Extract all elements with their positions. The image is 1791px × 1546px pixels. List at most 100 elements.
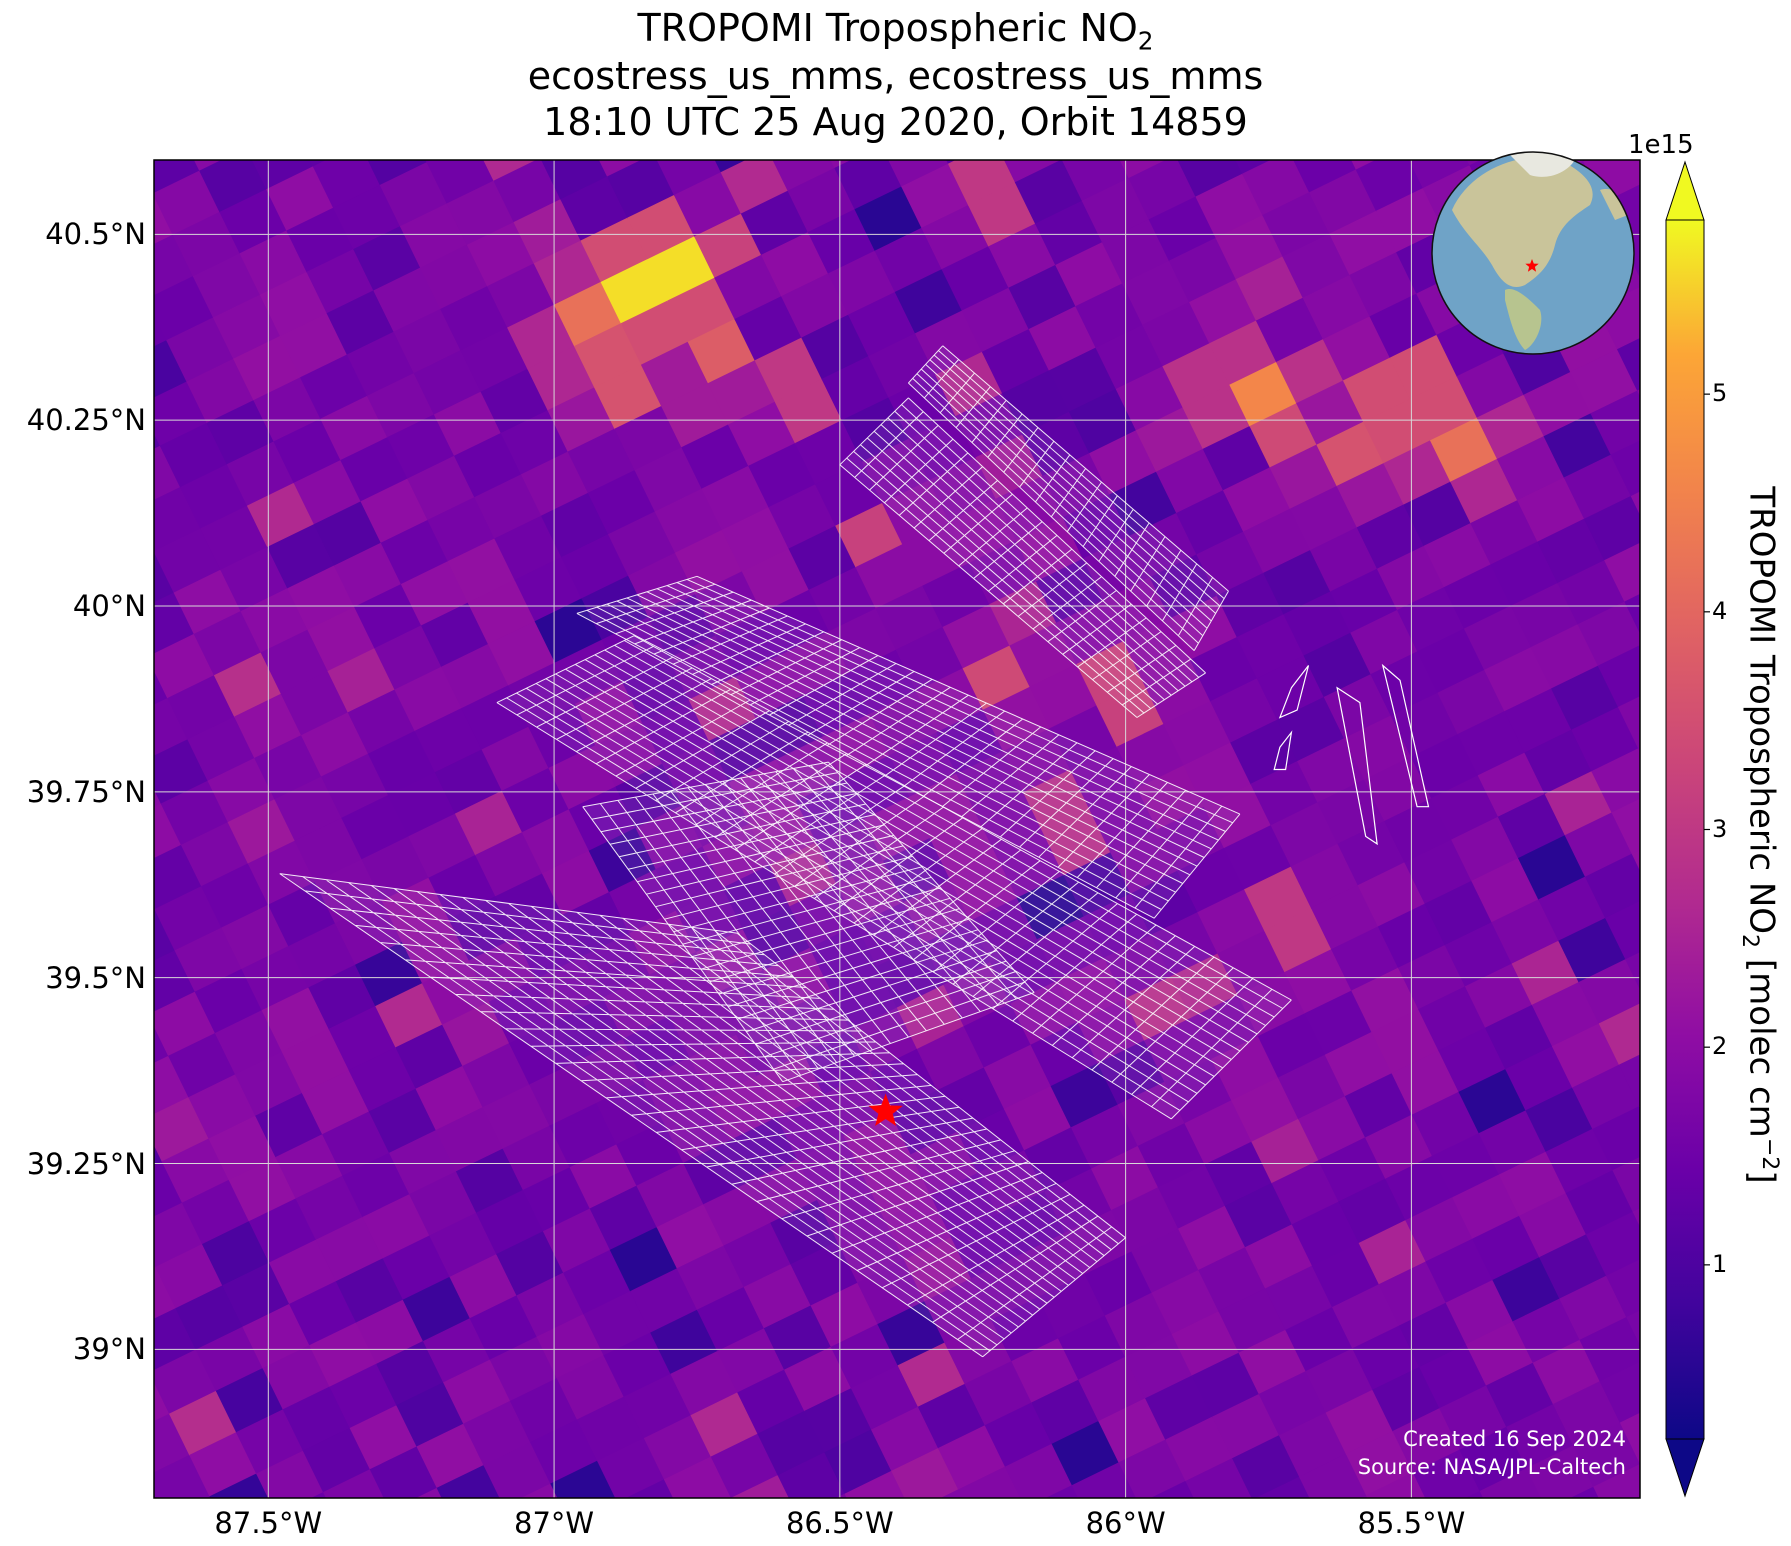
no2-pixel — [1150, 1480, 1196, 1498]
no2-pixel — [1151, 1269, 1220, 1336]
no2-pixel — [1505, 1045, 1574, 1112]
no2-pixel — [673, 171, 743, 238]
no2-pixel — [1008, 264, 1077, 331]
no2-pixel — [1356, 504, 1426, 570]
no2-pixel — [1271, 1159, 1340, 1226]
no2-pixel — [379, 161, 449, 228]
no2-pixel — [1405, 1196, 1474, 1263]
no2-pixel — [389, 1129, 458, 1196]
no2-pixel — [522, 1166, 592, 1233]
no2-pixel — [549, 1102, 618, 1169]
no2-pixel — [728, 401, 797, 467]
no2-pixel — [1592, 1105, 1640, 1172]
no2-pixel — [510, 1377, 579, 1444]
no2-pixel — [1265, 1265, 1334, 1331]
no2-pixel — [1404, 839, 1473, 905]
no2-pixel — [68, 1184, 137, 1250]
no2-pixel — [1215, 214, 1284, 281]
no2-pixel — [1563, 454, 1633, 520]
no2-pixel — [1611, 798, 1640, 855]
no2-pixel — [629, 910, 698, 976]
no2-pixel — [1189, 278, 1258, 345]
no2-pixel — [567, 428, 637, 494]
scene-fill — [582, 762, 1035, 1082]
no2-pixel — [1269, 444, 1339, 510]
no2-pixel — [901, 163, 970, 229]
no2-pixel — [663, 1456, 733, 1498]
no2-pixel — [1398, 1302, 1468, 1369]
no2-pixel — [663, 1098, 732, 1164]
no2-pixel — [368, 1088, 438, 1154]
no2-pixel — [454, 790, 524, 857]
no2-pixel — [326, 289, 396, 356]
no2-pixel — [259, 271, 329, 338]
no2-pixel — [1242, 160, 1311, 217]
no2-pixel — [730, 1497, 733, 1498]
no2-pixel — [1351, 967, 1420, 1034]
no2-pixel — [596, 1079, 665, 1146]
no2-pixel — [460, 327, 529, 393]
no2-pixel — [748, 442, 817, 509]
no2-pixel — [680, 66, 749, 132]
no2-pixel — [1584, 853, 1640, 920]
scene-gridlines — [839, 397, 1206, 718]
no2-pixel — [1115, 365, 1185, 432]
no2-pixel — [722, 864, 791, 931]
no2-pixel — [1255, 297, 1325, 364]
no2-pixel — [616, 1121, 685, 1187]
no2-pixel — [1378, 1261, 1448, 1327]
scene-fill — [839, 397, 1206, 718]
no2-pixel — [247, 840, 317, 906]
no2-pixel — [1089, 429, 1158, 496]
y-tick-label: 39.25°N — [26, 1146, 146, 1181]
no2-pixel — [160, 780, 230, 846]
no2-pixel — [709, 1075, 779, 1142]
no2-pixel — [1619, 1412, 1640, 1465]
no2-pixel — [1051, 1420, 1121, 1487]
colorbar-tick-label: 2 — [1712, 1032, 1728, 1061]
no2-pixel — [1030, 1021, 1099, 1088]
no2-pixel — [1570, 1486, 1601, 1498]
map-title-line-2: ecostress_us_mms, ecostress_us_mms — [527, 54, 1264, 98]
inset-globe — [1431, 151, 1635, 355]
no2-pixel — [509, 1019, 578, 1086]
no2-pixel — [861, 81, 930, 147]
no2-pixel — [186, 358, 255, 425]
no2-pixel — [1486, 1362, 1555, 1428]
no2-pixel — [763, 1305, 833, 1371]
graticule — [154, 160, 1640, 1498]
scene-gridlines — [908, 345, 1229, 651]
no2-pixel — [1423, 522, 1493, 589]
no2-pixel — [1452, 1174, 1521, 1240]
no2-pixel — [189, 1431, 258, 1498]
no2-pixel — [1170, 953, 1240, 1019]
no2-pixel — [248, 1198, 318, 1264]
no2-pixel — [957, 1108, 1026, 1175]
no2-pixel — [1544, 770, 1614, 837]
no2-pixel — [1142, 301, 1211, 368]
no2-pixel — [914, 310, 984, 376]
no2-pixel — [235, 1408, 305, 1475]
no2-pixel — [1315, 64, 1384, 130]
no2-pixel — [774, 378, 844, 445]
no2-pixel — [970, 897, 1039, 964]
no2-pixel — [1131, 1228, 1200, 1294]
no2-pixel — [1355, 160, 1425, 212]
no2-pixel — [222, 1262, 291, 1328]
no2-pixel — [968, 181, 1037, 248]
no2-pixel — [1165, 1416, 1234, 1482]
no2-pixel — [1096, 682, 1165, 748]
no2-pixel — [1329, 210, 1398, 277]
no2-pixel — [334, 900, 404, 966]
no2-pixel — [282, 1386, 352, 1452]
no2-pixel — [415, 1065, 484, 1132]
no2-pixel — [159, 422, 229, 489]
no2-pixel — [1539, 1233, 1608, 1300]
no2-pixel — [589, 1185, 659, 1251]
no2-pixel — [349, 1404, 419, 1471]
no2-pixel — [289, 1280, 358, 1347]
no2-pixel — [328, 1005, 397, 1072]
no2-pixel — [1310, 526, 1379, 593]
no2-pixel — [743, 1263, 813, 1330]
no2-pixel — [273, 418, 342, 484]
